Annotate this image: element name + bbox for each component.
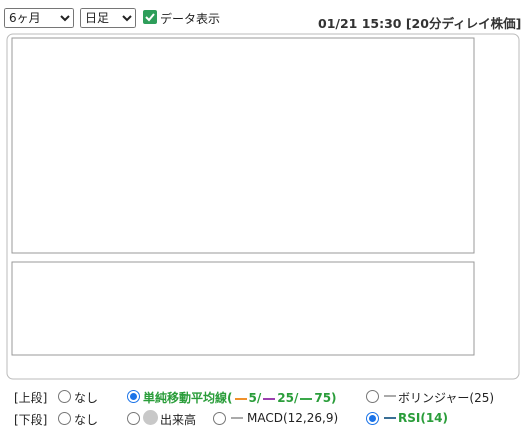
rsi-option[interactable]: RSI(14) (398, 411, 449, 425)
radio[interactable] (127, 412, 140, 425)
volume-option: 出来高 (160, 413, 197, 427)
legend-dash (234, 397, 247, 400)
lower-label: [下段] (14, 413, 48, 427)
legend-entry: 75 (314, 391, 332, 405)
bollinger-option[interactable]: ボリンジャー(25) (398, 391, 495, 405)
legend-entry: 5 (248, 391, 257, 405)
legend-dash (384, 395, 396, 397)
legend-dash (300, 397, 313, 400)
upper-label: [上段] (14, 391, 48, 405)
sep: / (256, 391, 262, 405)
ma-option[interactable]: 単純移動平均線(5/25/75) (143, 389, 337, 406)
legend-dash (231, 417, 243, 419)
radio[interactable] (58, 390, 71, 403)
show-data-label[interactable]: データ表示 (160, 12, 221, 26)
period-select[interactable]: 6ヶ月 (4, 8, 74, 28)
legend-dash (384, 417, 396, 419)
upper-none[interactable]: なし (74, 391, 99, 405)
radio[interactable] (127, 390, 140, 403)
lower-none[interactable]: なし (74, 413, 99, 427)
ma-close: ) (331, 391, 337, 405)
rsi-panel (11, 261, 475, 356)
legend-entry: 25 (277, 391, 294, 405)
radio[interactable] (366, 390, 379, 403)
interval-select[interactable]: 日足 (80, 8, 136, 28)
price-panel (11, 37, 475, 254)
chart-frame (6, 33, 520, 380)
radio[interactable] (213, 412, 226, 425)
radio-disabled (143, 410, 158, 425)
sep: / (293, 391, 299, 405)
macd-option[interactable]: MACD(12,26,9) (247, 411, 339, 425)
radio[interactable] (366, 412, 379, 425)
ma-label: 単純移動平均線( (143, 391, 233, 405)
timestamp: 01/21 15:30 [20分ディレイ株価] (318, 16, 522, 31)
legend-dash (263, 397, 276, 400)
radio[interactable] (58, 412, 71, 425)
